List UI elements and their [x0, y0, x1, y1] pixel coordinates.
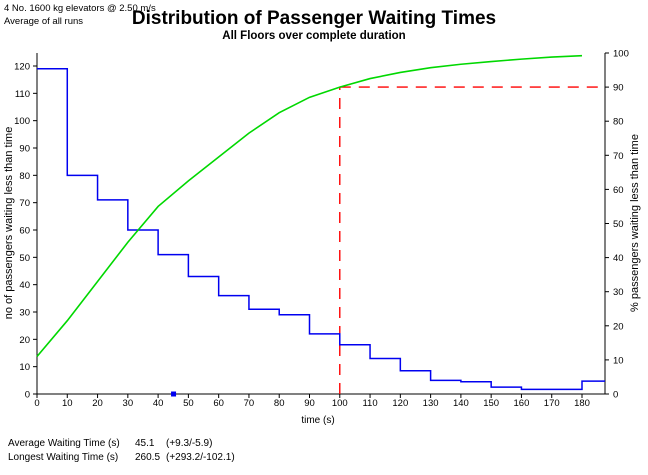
- x-tick-label: 90: [304, 398, 315, 409]
- x-tick-label: 0: [34, 398, 39, 409]
- average-waiting-time-row: Average Waiting Time (s) 45.1 (+9.3/-5.9…: [8, 437, 235, 451]
- right-axis-title: % passengers waiting less than time: [629, 134, 641, 312]
- left-tick-label: 70: [19, 198, 30, 209]
- right-tick-label: 80: [613, 117, 624, 128]
- x-tick-label: 80: [274, 398, 285, 409]
- right-tick-label: 90: [613, 83, 624, 94]
- chart-title: Distribution of Passenger Waiting Times: [131, 8, 497, 29]
- x-tick-label: 30: [123, 398, 134, 409]
- right-tick-label: 20: [613, 321, 624, 332]
- left-tick-label: 50: [19, 253, 30, 264]
- x-tick-label: 160: [514, 398, 530, 409]
- header-runs-line: Average of all runs: [4, 16, 84, 27]
- x-tick-label: 180: [574, 398, 590, 409]
- right-tick-label: 30: [613, 287, 624, 298]
- x-axis-title: time (s): [301, 415, 334, 426]
- chart-subtitle: All Floors over complete duration: [222, 30, 406, 42]
- left-tick-label: 120: [14, 62, 30, 73]
- x-tick-label: 20: [92, 398, 103, 409]
- left-tick-label: 90: [19, 144, 30, 155]
- right-tick-label: 100: [613, 49, 629, 60]
- x-tick-label: 40: [153, 398, 164, 409]
- stat-range: (+9.3/-5.9): [166, 438, 213, 449]
- summary-stats: Average Waiting Time (s) 45.1 (+9.3/-5.9…: [8, 437, 235, 465]
- average-waiting-time-marker: [171, 391, 177, 397]
- x-tick-label: 100: [332, 398, 348, 409]
- left-axis-title: no of passengers waiting less than time: [3, 127, 15, 320]
- x-tick-label: 110: [362, 398, 377, 409]
- right-tick-label: 10: [613, 355, 624, 366]
- x-tick-label: 10: [62, 398, 73, 409]
- stat-range: (+293.2/-102.1): [166, 452, 235, 463]
- x-tick-label: 70: [244, 398, 255, 409]
- stat-value: 45.1: [135, 438, 155, 449]
- left-tick-label: 10: [19, 362, 30, 373]
- right-tick-label: 60: [613, 185, 624, 196]
- header-config-line: 4 No. 1600 kg elevators @ 2.50 m/s: [4, 3, 156, 14]
- left-tick-label: 110: [15, 89, 30, 100]
- x-tick-label: 120: [392, 398, 408, 409]
- left-tick-label: 30: [19, 308, 30, 319]
- right-tick-label: 0: [613, 390, 618, 401]
- stat-value: 260.5: [135, 452, 161, 463]
- right-tick-label: 40: [613, 253, 624, 264]
- x-tick-label: 130: [423, 398, 439, 409]
- x-tick-label: 150: [483, 398, 499, 409]
- x-tick-label: 140: [453, 398, 469, 409]
- left-tick-label: 60: [19, 226, 30, 237]
- cumulative-percent-series: [36, 54, 583, 358]
- x-tick-label: 60: [213, 398, 224, 409]
- stat-label: Longest Waiting Time (s): [8, 452, 119, 463]
- left-tick-label: 0: [25, 390, 30, 401]
- stat-label: Average Waiting Time (s): [8, 438, 120, 449]
- left-tick-label: 100: [14, 116, 30, 127]
- right-tick-label: 50: [613, 219, 624, 230]
- right-tick-label: 70: [613, 151, 624, 162]
- left-tick-label: 40: [19, 280, 30, 291]
- x-tick-label: 170: [544, 398, 560, 409]
- histogram-step-series: [37, 67, 605, 391]
- longest-waiting-time-row: Longest Waiting Time (s) 260.5 (+293.2/-…: [8, 451, 235, 465]
- x-tick-label: 50: [183, 398, 194, 409]
- left-tick-label: 80: [19, 171, 30, 182]
- left-tick-label: 20: [19, 335, 30, 346]
